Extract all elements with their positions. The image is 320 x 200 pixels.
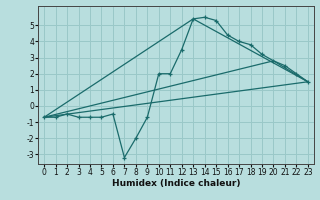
X-axis label: Humidex (Indice chaleur): Humidex (Indice chaleur): [112, 179, 240, 188]
